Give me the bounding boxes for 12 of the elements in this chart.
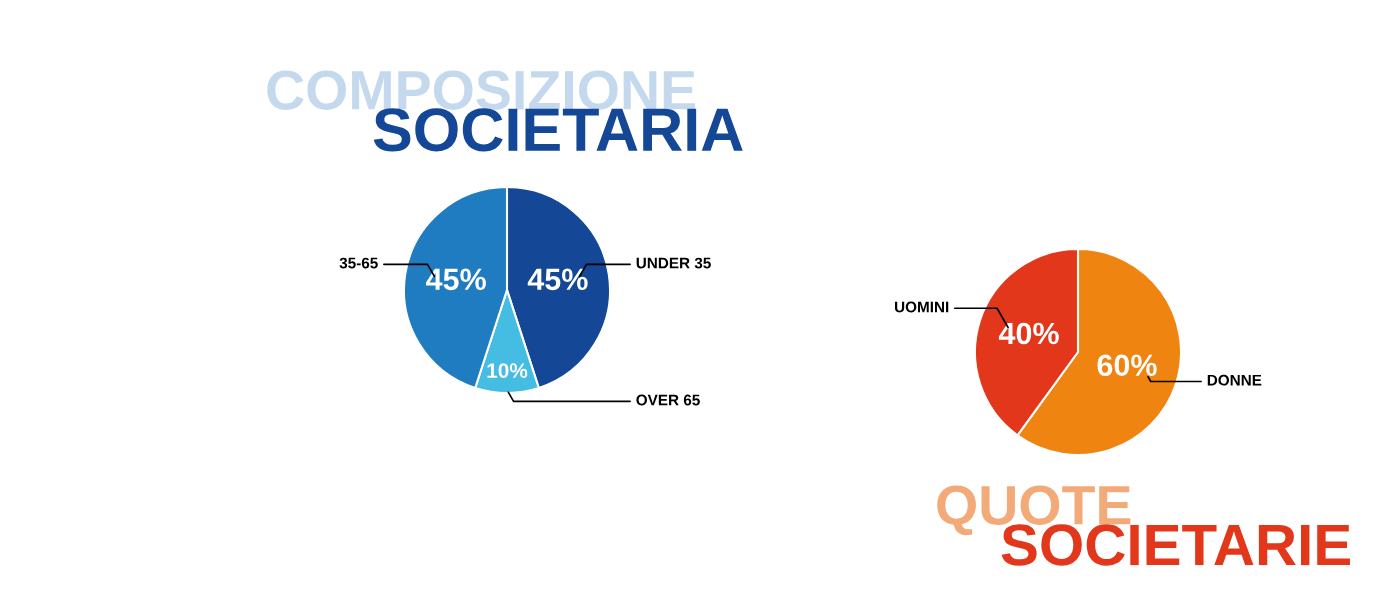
data-label: 60%	[1097, 354, 1157, 377]
data-label: 45%	[426, 268, 486, 291]
data-label: 40%	[998, 322, 1059, 345]
slice-label: UNDER 35	[636, 257, 711, 269]
chart-title: COMPOSIZIONE	[267, 70, 695, 110]
chart-subtitle: SOCIETARIA	[373, 108, 743, 152]
data-label: 45%	[527, 268, 588, 291]
data-label: 10%	[487, 363, 528, 378]
slice-label: OVER 65	[636, 394, 700, 406]
slice-label: DONNE	[1207, 374, 1262, 386]
slice-label: UOMINI	[895, 301, 949, 313]
slice-label: 35-65	[339, 257, 378, 269]
